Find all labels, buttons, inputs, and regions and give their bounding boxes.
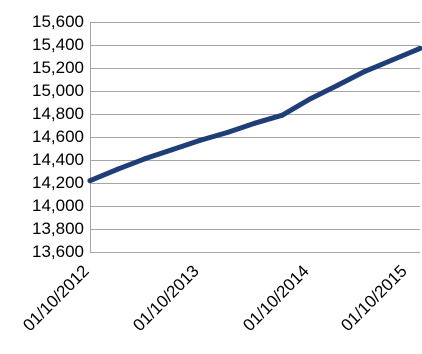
y-tick-label: 15,600 bbox=[32, 12, 84, 31]
series-lines bbox=[87, 45, 422, 184]
gridlines bbox=[90, 22, 420, 253]
x-tick-label: 01/10/2015 bbox=[337, 261, 411, 335]
data-point bbox=[307, 96, 313, 102]
data-point bbox=[115, 166, 121, 172]
y-tick-label: 14,200 bbox=[32, 173, 84, 192]
data-point bbox=[279, 112, 285, 118]
y-tick-label: 14,000 bbox=[32, 196, 84, 215]
y-tick-label: 15,400 bbox=[32, 35, 84, 54]
x-axis-tick-labels: 01/10/2012 01/10/2013 01/10/2014 01/10/2015 bbox=[19, 261, 411, 335]
data-point bbox=[362, 68, 368, 74]
x-tick-label: 01/10/2013 bbox=[129, 261, 203, 335]
y-axis-tick-labels: 15,600 15,400 15,200 15,000 14,800 14,600 14,4… bbox=[32, 12, 84, 261]
y-tick-label: 14,800 bbox=[32, 104, 84, 123]
data-point bbox=[87, 178, 93, 184]
data-point bbox=[142, 156, 148, 162]
data-point bbox=[197, 137, 203, 143]
x-tick-label: 01/10/2014 bbox=[239, 261, 313, 335]
data-point bbox=[169, 147, 175, 153]
y-tick-label: 15,200 bbox=[32, 58, 84, 77]
y-tick-label: 15,000 bbox=[32, 81, 84, 100]
y-tick-label: 14,600 bbox=[32, 127, 84, 146]
data-point bbox=[417, 45, 422, 51]
y-tick-label: 14,400 bbox=[32, 150, 84, 169]
y-tick-label: 13,600 bbox=[32, 242, 84, 261]
data-point bbox=[225, 129, 231, 135]
x-tick-label: 01/10/2012 bbox=[19, 261, 93, 335]
data-point bbox=[335, 82, 341, 88]
y-tick-label: 13,800 bbox=[32, 219, 84, 238]
data-point bbox=[389, 57, 395, 63]
data-point bbox=[252, 120, 258, 126]
